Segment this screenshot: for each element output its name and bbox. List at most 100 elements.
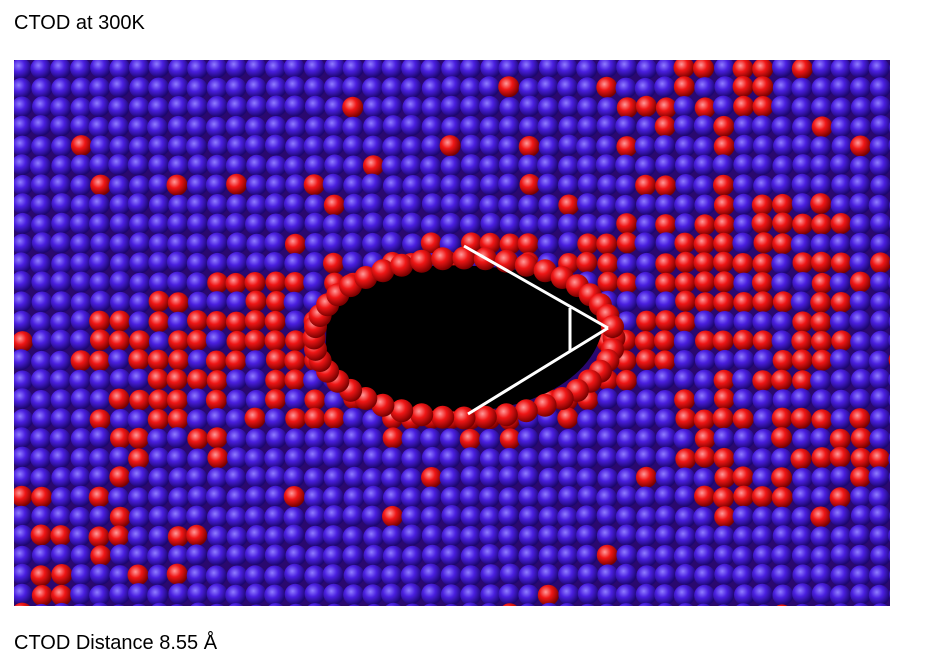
atom	[284, 447, 306, 469]
atom	[70, 310, 92, 332]
atom	[401, 60, 423, 79]
atom	[479, 134, 501, 156]
atom	[167, 506, 189, 528]
atom	[186, 565, 208, 587]
atom	[187, 448, 209, 470]
atom	[792, 467, 814, 489]
atom	[285, 544, 307, 566]
atom	[167, 311, 189, 333]
atom	[186, 252, 208, 274]
atom	[206, 232, 228, 254]
atom	[712, 95, 734, 117]
atom	[596, 544, 618, 566]
atom	[109, 213, 131, 235]
atom	[89, 389, 111, 411]
atom	[14, 563, 33, 585]
atom	[51, 584, 72, 606]
atom	[733, 485, 755, 507]
atom	[151, 602, 167, 606]
atom	[675, 135, 696, 157]
atom	[811, 272, 833, 294]
atom	[889, 259, 890, 266]
atom	[673, 330, 695, 352]
atom	[480, 584, 502, 606]
atom	[888, 472, 890, 483]
atom	[226, 428, 248, 450]
atom	[460, 565, 482, 587]
atom	[693, 409, 715, 431]
atom	[830, 194, 852, 216]
atom	[479, 525, 501, 547]
atom	[889, 201, 890, 210]
atom	[751, 563, 773, 585]
atom	[405, 603, 420, 606]
atom	[888, 394, 890, 406]
atom	[88, 251, 110, 273]
ctod-distance-caption: CTOD Distance 8.55 Å	[14, 632, 218, 654]
atom	[226, 96, 248, 118]
atom	[14, 408, 34, 430]
atom	[132, 603, 146, 606]
atom	[654, 368, 676, 390]
atom	[14, 115, 33, 137]
atom	[89, 448, 111, 470]
atom	[498, 544, 519, 566]
atom	[502, 603, 517, 606]
atom	[323, 135, 345, 157]
atom	[89, 350, 111, 372]
atom	[109, 565, 131, 587]
atom	[207, 194, 228, 215]
atom	[693, 136, 715, 158]
atom	[460, 77, 482, 99]
atom	[655, 291, 677, 313]
rim-atom	[473, 405, 497, 429]
atom	[615, 154, 637, 176]
atom	[69, 369, 91, 391]
atom	[226, 369, 248, 391]
atom	[363, 447, 385, 469]
atom	[693, 506, 715, 528]
atom	[362, 135, 384, 157]
atom	[713, 174, 734, 196]
atom	[830, 466, 852, 488]
atom	[304, 407, 326, 429]
atom	[829, 446, 851, 468]
atom	[849, 290, 871, 312]
atom	[460, 134, 482, 156]
atom	[772, 60, 793, 78]
atom	[14, 60, 32, 80]
atom	[14, 370, 33, 392]
atom	[225, 213, 247, 234]
atom	[753, 349, 775, 371]
atom	[304, 60, 325, 79]
atom	[342, 545, 364, 567]
atom	[166, 251, 188, 273]
atom	[615, 446, 637, 468]
atom	[420, 155, 441, 177]
atom	[576, 544, 598, 566]
atom	[148, 311, 170, 333]
atom	[792, 583, 814, 605]
atom	[557, 174, 579, 196]
atom	[693, 175, 715, 197]
atom	[307, 603, 323, 606]
atom	[207, 213, 229, 235]
atom	[792, 428, 814, 450]
atom	[751, 212, 773, 234]
atom	[849, 232, 871, 254]
atom	[830, 389, 852, 411]
atom	[537, 173, 559, 195]
atom	[30, 155, 51, 177]
atom	[771, 564, 793, 586]
atom	[830, 544, 852, 566]
atom	[791, 525, 813, 547]
atom	[518, 136, 540, 157]
atom	[850, 116, 872, 138]
atom	[732, 545, 753, 567]
atom	[109, 194, 131, 216]
atom	[322, 486, 344, 508]
atom	[596, 487, 618, 509]
atom	[849, 310, 871, 332]
atom	[382, 427, 404, 449]
atom	[343, 466, 365, 488]
